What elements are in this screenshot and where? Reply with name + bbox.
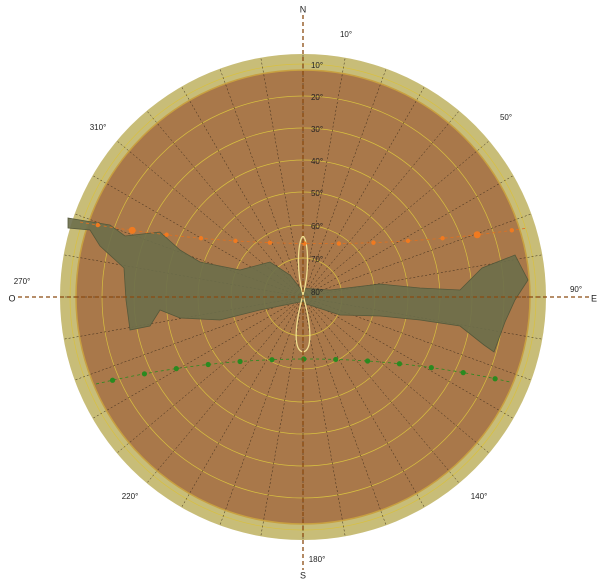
elevation-label: 80° bbox=[311, 288, 323, 297]
summer-sun-dot bbox=[233, 238, 238, 244]
azimuth-line bbox=[260, 57, 304, 298]
summer-sun-dot bbox=[509, 228, 515, 233]
elevation-label: 20° bbox=[311, 93, 323, 102]
winter-sun-dot bbox=[173, 366, 179, 372]
summer-sun-dot bbox=[473, 231, 481, 239]
winter-sun-dot bbox=[109, 377, 116, 383]
azimuth-label: 50° bbox=[500, 113, 512, 122]
azimuth-line bbox=[74, 296, 304, 381]
south-label: S bbox=[300, 570, 306, 580]
azimuth-line bbox=[302, 296, 460, 484]
winter-sun-dot bbox=[396, 361, 403, 367]
summer-sun-dot bbox=[371, 240, 376, 245]
winter-sun-dot bbox=[333, 356, 339, 363]
azimuth-line bbox=[302, 68, 387, 298]
elevation-label: 50° bbox=[311, 189, 323, 198]
azimuth-label: 90° bbox=[570, 285, 582, 294]
azimuth-line bbox=[181, 296, 304, 508]
azimuth-line bbox=[116, 296, 304, 454]
azimuth-line bbox=[92, 296, 304, 419]
elevation-label: 40° bbox=[311, 157, 323, 166]
azimuth-line bbox=[302, 296, 387, 526]
winter-sun-dot bbox=[428, 365, 434, 371]
elevation-label: 10° bbox=[311, 61, 323, 70]
azimuth-line bbox=[302, 296, 514, 419]
horizon-profile bbox=[67, 217, 529, 353]
winter-sun-dot bbox=[237, 358, 243, 365]
winter-sun-dot bbox=[141, 371, 148, 377]
west-label: O bbox=[8, 293, 15, 303]
azimuth-line bbox=[302, 296, 425, 508]
winter-sun-dot bbox=[364, 358, 371, 364]
elevation-label: 60° bbox=[311, 222, 323, 231]
azimuth-line bbox=[219, 296, 304, 526]
azimuth-label: 270° bbox=[14, 277, 31, 286]
azimuth-line bbox=[146, 110, 304, 298]
azimuth-line bbox=[302, 110, 460, 298]
azimuth-label: 310° bbox=[90, 123, 107, 132]
summer-sun-dot bbox=[164, 232, 169, 237]
elevation-label: 70° bbox=[311, 255, 323, 264]
summer-sun-dot bbox=[440, 236, 445, 241]
azimuth-line bbox=[302, 86, 425, 298]
elevation-label: 30° bbox=[311, 125, 323, 134]
azimuth-label: 180° bbox=[309, 555, 326, 564]
azimuth-line bbox=[181, 86, 304, 298]
azimuth-label: 140° bbox=[471, 492, 488, 501]
azimuth-label: 220° bbox=[122, 492, 139, 501]
north-label: N bbox=[300, 4, 307, 14]
azimuth-line bbox=[302, 175, 514, 298]
winter-sun-dot bbox=[492, 376, 498, 382]
winter-path bbox=[95, 358, 511, 385]
winter-sun-dot bbox=[301, 356, 307, 362]
summer-sun-dot bbox=[95, 222, 101, 228]
azimuth-line bbox=[302, 296, 490, 454]
summer-sun-dot bbox=[336, 241, 342, 246]
winter-sun-dot bbox=[205, 361, 211, 368]
summer-sun-dot bbox=[198, 236, 204, 241]
summer-sun-dot bbox=[128, 226, 136, 234]
summer-sun-dot bbox=[267, 240, 273, 245]
azimuth-line bbox=[302, 140, 490, 298]
elevation-labels: 10° 20° 30° 40° 50° 60° 70° 80° bbox=[311, 61, 323, 297]
azimuth-line bbox=[219, 68, 304, 298]
azimuth-line bbox=[146, 296, 304, 484]
summer-sun-dot bbox=[405, 238, 411, 244]
sun-positions bbox=[95, 222, 515, 383]
azimuth-line bbox=[302, 213, 532, 298]
azimuth-line bbox=[302, 57, 346, 298]
winter-sun-dot bbox=[269, 357, 275, 363]
azimuth-label: 10° bbox=[340, 30, 352, 39]
east-label: E bbox=[591, 293, 597, 303]
winter-sun-dot bbox=[460, 370, 466, 376]
